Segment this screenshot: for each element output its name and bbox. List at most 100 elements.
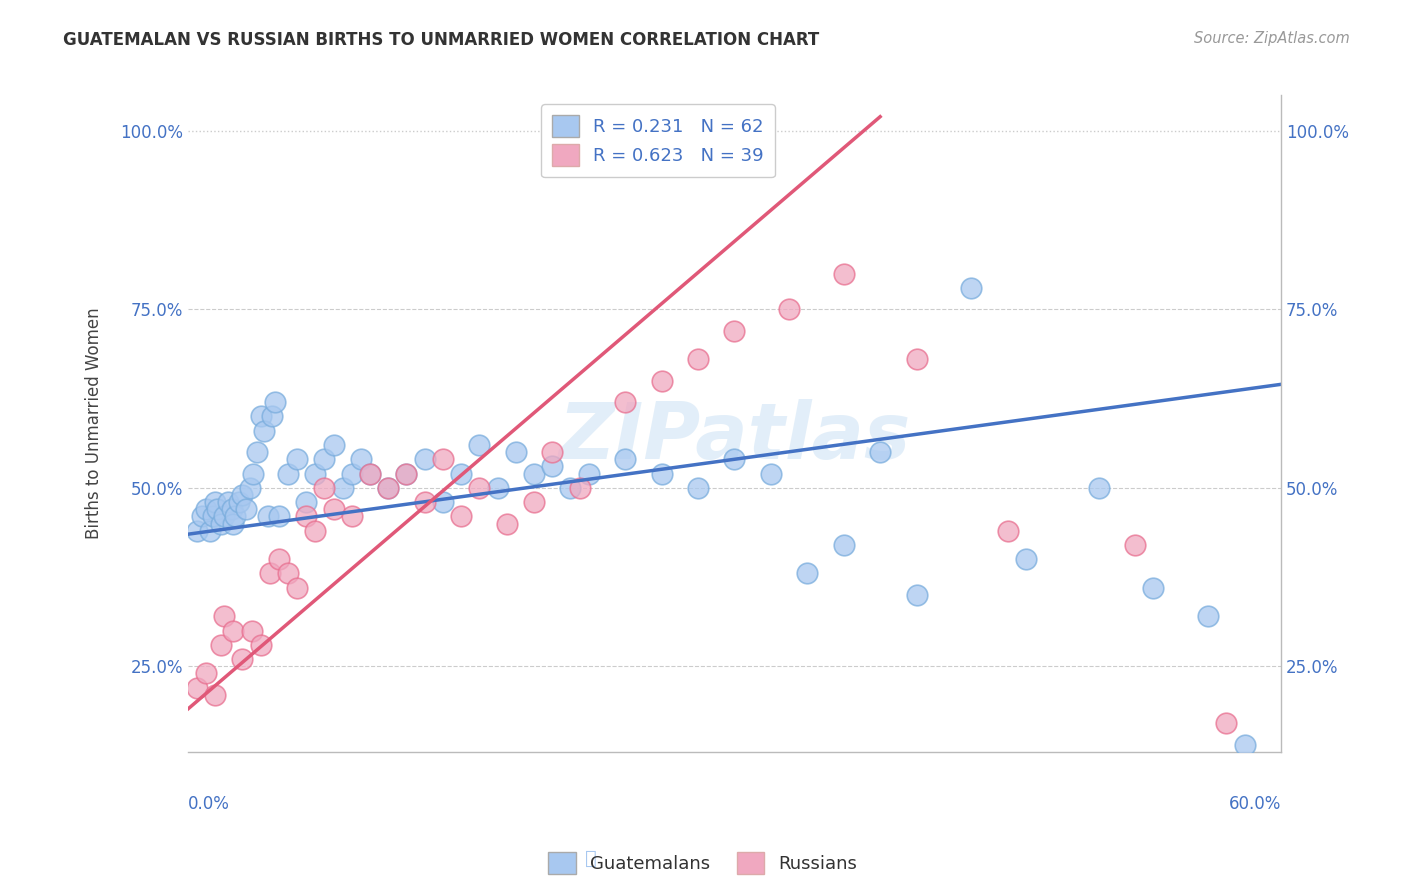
Point [204,688,226,702]
Point [314,481,336,495]
Point [340,509,363,524]
Point [723,452,745,467]
Point [285,452,308,467]
Point [277,467,299,481]
Point [796,566,818,581]
Point [240,624,263,638]
Point [204,495,226,509]
Point [322,438,344,452]
Point [221,502,243,516]
Point [614,452,637,467]
Point [723,324,745,338]
Point [264,395,287,409]
Point [186,524,208,538]
Y-axis label: Births to Unmarried Women: Births to Unmarried Women [86,308,103,540]
Text: Source: ZipAtlas.com: Source: ZipAtlas.com [1194,31,1350,46]
Point [259,566,281,581]
Point [350,452,373,467]
Point [222,516,245,531]
Point [450,509,472,524]
Point [214,509,236,524]
Point [568,481,591,495]
Point [650,467,672,481]
Point [224,509,246,524]
Point [205,502,228,516]
Point [195,502,218,516]
Point [340,467,363,481]
Point [1233,738,1256,752]
Point [285,581,308,595]
Point [209,638,232,652]
Point [1197,609,1219,624]
Point [231,488,253,502]
Point [413,495,436,509]
Point [905,588,928,602]
Text: 0.0%: 0.0% [188,795,229,813]
Point [686,352,709,367]
Text: 60.0%: 60.0% [1229,795,1281,813]
Point [186,681,208,695]
Point [242,467,264,481]
Point [505,445,527,459]
Point [560,481,582,495]
Point [1142,581,1164,595]
Point [249,638,271,652]
Point [239,481,262,495]
Point [198,524,221,538]
Point [260,409,283,424]
Point [778,302,800,317]
Point [759,467,782,481]
Point [832,538,855,552]
Point [322,502,344,516]
Point [359,467,381,481]
Point [295,495,318,509]
Point [1087,481,1109,495]
Point [214,609,236,624]
Legend: R = 0.231   N = 62, R = 0.623   N = 39: R = 0.231 N = 62, R = 0.623 N = 39 [541,104,775,178]
Point [523,467,546,481]
Point [249,409,271,424]
Point [468,481,491,495]
Point [997,524,1019,538]
Text: GUATEMALAN VS RUSSIAN BIRTHS TO UNMARRIED WOMEN CORRELATION CHART: GUATEMALAN VS RUSSIAN BIRTHS TO UNMARRIE… [63,31,820,49]
Point [217,495,239,509]
Point [1123,538,1146,552]
Point [395,467,418,481]
Point [231,652,253,666]
Point [495,516,517,531]
Point [314,452,336,467]
Point [869,445,891,459]
Text: ZIPatlas: ZIPatlas [558,399,911,475]
Point [541,459,564,474]
Point [304,524,326,538]
Point [395,467,418,481]
Point [222,624,245,638]
Point [202,509,225,524]
Point [304,467,326,481]
Point [195,666,218,681]
Point [832,267,855,281]
Point [235,502,257,516]
Point [191,509,214,524]
Point [246,445,269,459]
Point [295,509,318,524]
Point [578,467,600,481]
Point [432,452,454,467]
Point [377,481,399,495]
Point [468,438,491,452]
Point [614,395,637,409]
Legend: Guatemalans, Russians: Guatemalans, Russians [548,852,858,874]
Point [377,481,399,495]
Point [257,509,280,524]
Point [905,352,928,367]
Point [228,495,250,509]
Point [960,281,983,295]
Point [359,467,381,481]
Point [650,374,672,388]
Point [686,481,709,495]
Point [1215,716,1237,731]
Point [253,424,276,438]
Point [541,445,564,459]
Point [267,509,290,524]
Point [267,552,290,566]
